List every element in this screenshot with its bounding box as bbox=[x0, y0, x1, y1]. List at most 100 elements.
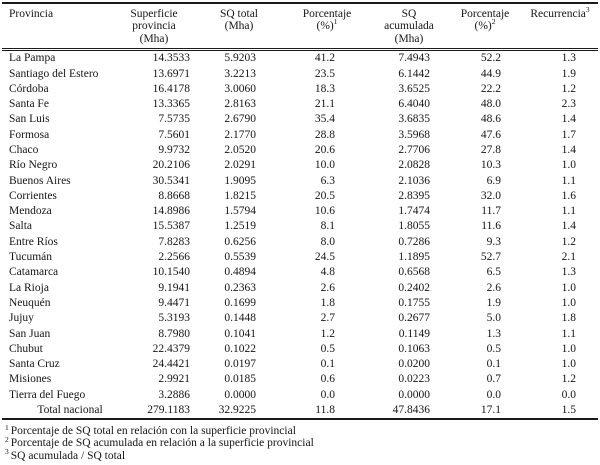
header-line: (Mha) bbox=[394, 32, 424, 45]
footnotes: 1 Porcentaje de SQ total en relación con … bbox=[2, 420, 598, 461]
value-cell: 52.7 bbox=[480, 251, 501, 264]
table-row: Catamarca 10.1540 0.4894 4.8 0.6568 6.5 1.3 bbox=[2, 265, 598, 280]
header-line: (%)1 bbox=[316, 17, 338, 33]
header-line: (Mha) bbox=[224, 20, 254, 33]
value-cell: 1.9 bbox=[486, 296, 501, 309]
table-row: Chaco 9.9732 2.0520 20.6 2.7706 27.8 1.4 bbox=[2, 143, 598, 158]
value-cell: 0.0000 bbox=[398, 388, 430, 401]
value-cell: 9.3 bbox=[486, 235, 501, 248]
value-cell: 1.1 bbox=[561, 174, 576, 187]
header-line: SQ total bbox=[219, 8, 258, 20]
value-cell: 0.1 bbox=[486, 358, 501, 371]
table-row: San Luis 7.5735 2.6790 35.4 3.6835 48.6 1.4 bbox=[2, 112, 598, 127]
value-cell: 1.3 bbox=[561, 52, 576, 65]
value-cell: 1.2 bbox=[561, 373, 576, 386]
value-cell: 3.6835 bbox=[398, 113, 430, 126]
province-cell: Jujuy bbox=[9, 312, 34, 325]
header-row: Provincia Superficie provincia (Mha) SQ … bbox=[2, 3, 598, 52]
header-line: SQ bbox=[401, 8, 417, 20]
value-cell: 24.5 bbox=[314, 251, 335, 264]
value-cell: 0.5539 bbox=[224, 251, 256, 264]
total-value-cell: 1.5 bbox=[522, 403, 598, 421]
value-cell: 8.1 bbox=[320, 220, 335, 233]
value-cell: 44.9 bbox=[480, 67, 501, 80]
value-cell: 0.1699 bbox=[224, 296, 256, 309]
value-cell: 15.5387 bbox=[152, 220, 190, 233]
col-header-sq-total: SQ total (Mha) bbox=[194, 3, 284, 52]
table-row: Tierra del Fuego 3.2886 0.0000 0.0 0.0000 0.0… bbox=[2, 388, 598, 403]
value-cell: 2.0291 bbox=[224, 159, 256, 172]
value-cell: 24.4421 bbox=[152, 358, 190, 371]
table-row: Neuquén 9.4471 0.1699 1.8 0.1755 1.9 1.0 bbox=[2, 296, 598, 311]
table-row: Corrientes 8.8668 1.8215 20.5 2.8395 32.0 1.6 bbox=[2, 189, 598, 204]
value-cell: 1.9 bbox=[561, 67, 576, 80]
value-cell: 2.7 bbox=[320, 312, 335, 325]
value-cell: 0.1022 bbox=[224, 342, 256, 355]
value-cell: 1.8 bbox=[561, 312, 576, 325]
header-line: provincia bbox=[132, 20, 176, 33]
value-cell: 1.7 bbox=[561, 128, 576, 141]
value-cell: 14.3533 bbox=[152, 52, 190, 65]
table-row: Jujuy 5.3193 0.1448 2.7 0.2677 5.0 1.8 bbox=[2, 311, 598, 326]
footnote-marker: 2 bbox=[5, 434, 9, 444]
value-cell: 2.3 bbox=[561, 98, 576, 111]
value-cell: 0.6 bbox=[320, 373, 335, 386]
value-cell: 3.6525 bbox=[398, 82, 430, 95]
value-cell: 0.5 bbox=[486, 342, 501, 355]
value-cell: 11.7 bbox=[481, 205, 501, 218]
table-row: Mendoza 14.8986 1.5794 10.6 1.7474 11.7 1.1 bbox=[2, 204, 598, 219]
value-cell: 2.6 bbox=[320, 281, 335, 294]
col-header-provincia: Provincia bbox=[2, 3, 114, 52]
province-cell: Formosa bbox=[9, 128, 50, 141]
value-cell: 27.8 bbox=[480, 144, 501, 156]
header-line: (Mha) bbox=[139, 32, 169, 45]
value-cell: 1.4 bbox=[561, 144, 576, 156]
value-cell: 6.5 bbox=[486, 266, 501, 279]
header-line: Porcentaje bbox=[302, 8, 352, 20]
value-cell: 5.0 bbox=[486, 312, 501, 325]
value-cell: 8.0 bbox=[320, 235, 335, 248]
value-cell: 32.0 bbox=[480, 189, 501, 202]
value-cell: 0.0197 bbox=[224, 358, 256, 371]
header-line: Porcentaje bbox=[460, 8, 510, 20]
value-cell: 16.4178 bbox=[152, 82, 190, 95]
value-cell: 20.2106 bbox=[152, 159, 190, 172]
value-cell: 5.9203 bbox=[224, 52, 256, 65]
total-value-cell: 279.1183 bbox=[114, 403, 194, 421]
value-cell: 2.8395 bbox=[398, 189, 430, 202]
value-cell: 10.1540 bbox=[152, 266, 190, 279]
value-cell: 1.5794 bbox=[224, 205, 256, 218]
value-cell: 2.0520 bbox=[224, 144, 256, 156]
value-cell: 1.1 bbox=[561, 327, 576, 340]
value-cell: 2.7706 bbox=[398, 144, 430, 156]
table-row: Santa Cruz 24.4421 0.0197 0.1 0.0200 0.1 1.0 bbox=[2, 357, 598, 372]
value-cell: 6.9 bbox=[486, 174, 501, 187]
value-cell: 7.4943 bbox=[398, 52, 430, 65]
col-header-recurrencia: Recurrencia3 bbox=[522, 3, 598, 52]
value-cell: 2.1 bbox=[561, 251, 576, 264]
value-cell: 1.2519 bbox=[224, 220, 256, 233]
value-cell: 11.6 bbox=[481, 220, 501, 233]
value-cell: 2.6790 bbox=[224, 113, 256, 126]
total-value-cell: 32.9225 bbox=[194, 403, 284, 421]
value-cell: 0.1149 bbox=[398, 327, 430, 340]
value-cell: 6.1442 bbox=[398, 67, 430, 80]
value-cell: 28.8 bbox=[314, 128, 335, 141]
value-cell: 1.6 bbox=[561, 189, 576, 202]
col-header-porcentaje-2: Porcentaje (%)2 bbox=[448, 3, 522, 52]
value-cell: 14.8986 bbox=[152, 205, 190, 218]
province-cell: Catamarca bbox=[9, 266, 59, 279]
value-cell: 0.0000 bbox=[224, 388, 256, 401]
province-cell: San Juan bbox=[9, 327, 51, 340]
value-cell: 41.2 bbox=[314, 52, 335, 65]
value-cell: 1.0 bbox=[561, 281, 576, 294]
province-cell: San Luis bbox=[9, 113, 50, 126]
value-cell: 52.2 bbox=[480, 52, 501, 65]
value-cell: 1.2 bbox=[320, 327, 335, 340]
value-cell: 20.5 bbox=[314, 189, 335, 202]
province-cell: Río Negro bbox=[9, 159, 58, 172]
province-cell: Chaco bbox=[9, 144, 39, 156]
value-cell: 0.0 bbox=[320, 388, 335, 401]
value-cell: 8.8668 bbox=[158, 189, 190, 202]
